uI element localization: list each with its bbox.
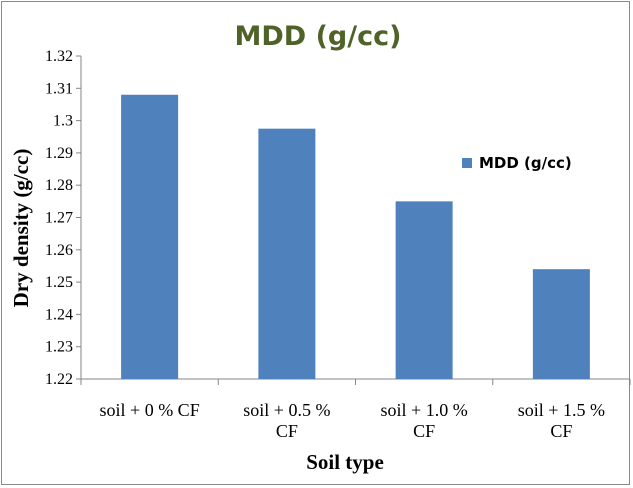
y-tick-label: 1.27 xyxy=(45,210,73,227)
bar xyxy=(532,269,590,379)
bar xyxy=(395,201,453,379)
x-axis-title: Soil type xyxy=(306,450,384,474)
legend-label: MDD (g/cc) xyxy=(479,154,572,172)
y-tick-label: 1.23 xyxy=(45,339,73,356)
y-tick-label: 1.22 xyxy=(45,371,73,388)
legend: MDD (g/cc) xyxy=(462,154,572,172)
x-category-label: CF xyxy=(550,421,572,441)
bar xyxy=(121,94,179,379)
y-tick-label: 1.28 xyxy=(45,177,73,194)
y-tick-label: 1.3 xyxy=(53,113,73,130)
x-category-label: soil + 0.5 % xyxy=(243,400,330,420)
y-tick-label: 1.26 xyxy=(45,242,73,259)
axes: 1.22 1.23 1.24 1.25 1.26 1.27 1.28 1.29 1.3 1.31 1… xyxy=(45,48,631,441)
y-tick-label: 1.24 xyxy=(45,306,73,323)
bar xyxy=(258,128,316,379)
legend-swatch xyxy=(462,158,472,168)
x-category-label: soil + 1.0 % xyxy=(381,400,468,420)
x-category-label: CF xyxy=(276,421,298,441)
y-tick-label: 1.32 xyxy=(45,48,73,65)
x-category-label: soil + 0 % CF xyxy=(100,400,200,420)
x-category-label: CF xyxy=(413,421,435,441)
y-axis-title: Dry density (g/cc) xyxy=(9,149,33,308)
y-tick-label: 1.31 xyxy=(45,80,73,97)
y-tick-label: 1.29 xyxy=(45,145,73,162)
x-category-label: soil + 1.5 % xyxy=(518,400,605,420)
chart-title: MDD (g/cc) xyxy=(235,21,402,52)
bars xyxy=(121,94,590,379)
y-tick-label: 1.25 xyxy=(45,274,73,291)
